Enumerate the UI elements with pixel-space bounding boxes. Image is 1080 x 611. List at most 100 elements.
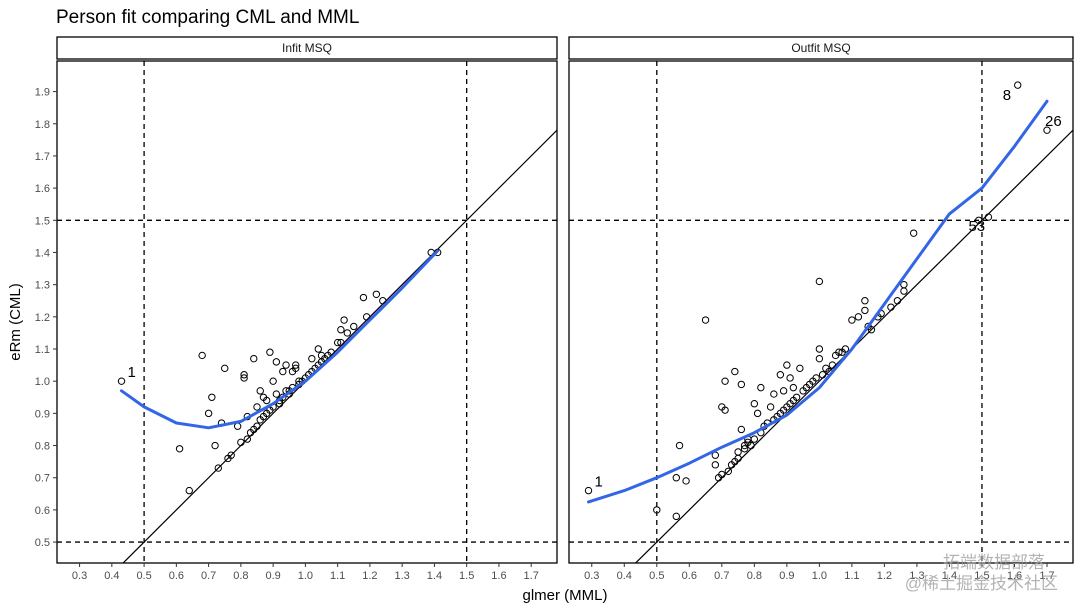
data-point — [279, 393, 287, 401]
y-axis: 0.5 0.6 0.7 0.8 0.9 1.0 1.1 1.2 1.3 1.4 1.5 1.6 1.7 1… — [35, 87, 57, 549]
x-tick-label: 1.7 — [524, 570, 539, 582]
data-point — [337, 338, 345, 347]
data-point — [779, 387, 788, 395]
data-point — [262, 396, 271, 405]
panel-strip-infit — [56, 36, 558, 60]
x-axis-title: glmer (MML) — [523, 587, 608, 604]
data-point — [893, 297, 902, 305]
data-point — [721, 406, 729, 414]
y-tick-label: 0.7 — [35, 473, 50, 485]
data-point — [227, 451, 235, 459]
x-tick-label: 1.0 — [298, 570, 313, 582]
data-point — [292, 361, 300, 369]
x-tick-label: 0.5 — [649, 570, 664, 582]
data-point — [721, 377, 729, 385]
data-point — [292, 364, 300, 373]
data-point — [718, 470, 726, 479]
x-tick-label: 0.6 — [169, 570, 184, 582]
data-point — [792, 393, 801, 401]
y-tick-label: 1.4 — [35, 247, 50, 259]
x-tick-label: 1.2 — [362, 570, 377, 582]
x-tick-label: 1.5 — [459, 570, 474, 582]
data-point — [737, 425, 746, 434]
x-tick-label: 0.5 — [136, 570, 151, 582]
data-point — [243, 435, 252, 443]
data-point — [835, 348, 843, 356]
y-tick-label: 0.8 — [35, 441, 50, 453]
data-point — [734, 448, 742, 456]
data-point — [701, 316, 710, 324]
data-point — [867, 325, 876, 334]
data-point — [675, 441, 684, 450]
x-tick-label: 1.3 — [909, 570, 924, 582]
y-tick-label: 1.7 — [35, 151, 50, 163]
panel-border — [56, 60, 558, 564]
data-point — [308, 354, 316, 363]
panel-strip-outfit — [568, 36, 1074, 60]
data-point — [214, 464, 222, 472]
point-label: 26 — [1045, 113, 1062, 130]
data-point — [711, 461, 720, 469]
x-tick-label: 0.4 — [104, 570, 119, 582]
data-point — [1043, 126, 1051, 134]
data-point — [240, 374, 248, 382]
data-point — [279, 367, 287, 376]
data-point — [789, 383, 798, 392]
point-label: 1 — [128, 364, 136, 381]
point-label: 1 — [595, 474, 603, 491]
data-point — [653, 506, 661, 514]
data-point — [750, 400, 759, 408]
data-point — [314, 345, 322, 353]
data-point — [337, 325, 345, 334]
data-point — [1014, 81, 1022, 89]
y-tick-label: 0.6 — [35, 505, 50, 517]
y-tick-label: 1.1 — [35, 344, 50, 356]
identity-line — [634, 129, 1073, 563]
y-tick-label: 1.3 — [35, 280, 50, 292]
data-point — [272, 358, 281, 366]
x-tick-label: 0.9 — [265, 570, 280, 582]
data-point — [841, 345, 850, 353]
data-point — [333, 338, 342, 347]
data-point — [796, 364, 804, 373]
data-point — [372, 290, 381, 299]
data-point — [250, 354, 258, 363]
data-point — [975, 216, 983, 224]
y-tick-label: 0.9 — [35, 408, 50, 420]
panel-plot-area — [57, 61, 557, 563]
data-point — [900, 287, 908, 295]
data-point — [327, 348, 335, 356]
data-point — [672, 474, 681, 482]
data-point — [747, 441, 755, 450]
x-tick-label: 1.1 — [330, 570, 345, 582]
data-point — [117, 377, 126, 385]
data-point — [185, 486, 193, 495]
x-tick-label: 0.4 — [617, 570, 632, 582]
data-point — [672, 512, 681, 521]
panel-border — [568, 60, 1074, 564]
y-tick-label: 1.2 — [35, 312, 50, 324]
watermark-line-1: 拓端数据部落 — [943, 553, 1045, 572]
data-point — [757, 383, 765, 392]
y-tick-label: 1.5 — [35, 215, 50, 227]
x-tick-label: 0.6 — [682, 570, 697, 582]
data-point — [253, 403, 261, 411]
data-point — [887, 303, 895, 311]
data-point — [909, 229, 918, 237]
data-point — [340, 316, 348, 324]
data-point — [818, 371, 827, 379]
data-point — [900, 280, 908, 289]
data-point — [766, 403, 775, 411]
y-tick-label: 0.5 — [35, 537, 50, 549]
data-point — [282, 361, 290, 369]
x-tick-label: 1.7 — [1039, 570, 1054, 582]
data-point — [984, 213, 993, 221]
data-point — [731, 367, 739, 376]
panel-infit-msq: 1 0.3 0.4 0.5 0.6 0.7 0.8 0.9 1.0 1.1 1.2 1.3 1.4 1.5… — [56, 60, 558, 582]
x-tick-label: 0.8 — [233, 570, 248, 582]
x-tick-label: 0.7 — [714, 570, 729, 582]
data-point — [379, 297, 387, 305]
data-point — [740, 445, 749, 453]
data-point — [737, 380, 746, 389]
smooth-line — [120, 249, 440, 430]
